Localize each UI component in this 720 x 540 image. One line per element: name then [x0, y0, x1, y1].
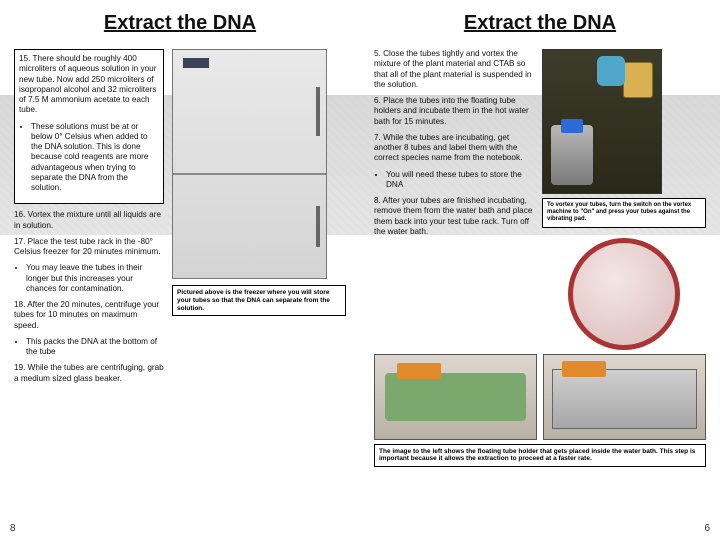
water-bath-images	[374, 354, 706, 440]
step-8: 8. After your tubes are finished incubat…	[374, 196, 534, 237]
step-18-bullet: This packs the DNA at the bottom of the …	[26, 337, 164, 358]
freezer-caption: Pictured above is the freezer where you …	[172, 285, 346, 316]
page-title: Extract the DNA	[14, 12, 346, 35]
step-15: 15. There should be roughly 400 microlit…	[19, 54, 159, 116]
tube-holder-image	[374, 354, 537, 440]
vortex-image	[542, 49, 662, 194]
page-number: 6	[704, 523, 710, 534]
left-image-column: Pictured above is the freezer where you …	[172, 49, 346, 390]
water-bath-image	[543, 354, 706, 440]
step-19: 19. While the tubes are centrifuging, gr…	[14, 363, 164, 384]
step-7: 7. While the tubes are incubating, get a…	[374, 133, 534, 164]
step-17: 17. Place the test tube rack in the -80°…	[14, 237, 164, 258]
vortex-caption: To vortex your tubes, turn the switch on…	[542, 198, 706, 228]
page-title: Extract the DNA	[374, 12, 706, 35]
right-text-column: 5. Close the tubes tightly and vortex th…	[374, 49, 534, 350]
step-5: 5. Close the tubes tightly and vortex th…	[374, 49, 534, 90]
right-columns: 5. Close the tubes tightly and vortex th…	[374, 49, 706, 350]
step-16: 16. Vortex the mixture until all liquids…	[14, 210, 164, 231]
two-page-spread: Extract the DNA 15. There should be roug…	[0, 0, 720, 540]
step-6: 6. Place the tubes into the floating tub…	[374, 96, 534, 127]
right-page: Extract the DNA 5. Close the tubes tight…	[360, 0, 720, 540]
left-text-column: 15. There should be roughly 400 microlit…	[14, 49, 164, 390]
step-7-bullet: You will need these tubes to store the D…	[386, 170, 534, 191]
right-image-column: To vortex your tubes, turn the switch on…	[542, 49, 706, 350]
left-page: Extract the DNA 15. There should be roug…	[0, 0, 360, 540]
bath-caption: The image to the left shows the floating…	[374, 444, 706, 468]
page-number: 8	[10, 523, 16, 534]
step-18: 18. After the 20 minutes, centrifuge you…	[14, 300, 164, 331]
step-17-bullet: You may leave the tubes in their longer …	[26, 263, 164, 294]
step-15-box: 15. There should be roughly 400 microlit…	[14, 49, 164, 204]
petri-ring-image	[568, 238, 680, 350]
step-15-bullet: These solutions must be at or below 0° C…	[31, 122, 159, 194]
left-columns: 15. There should be roughly 400 microlit…	[14, 49, 346, 390]
freezer-image	[172, 49, 327, 279]
